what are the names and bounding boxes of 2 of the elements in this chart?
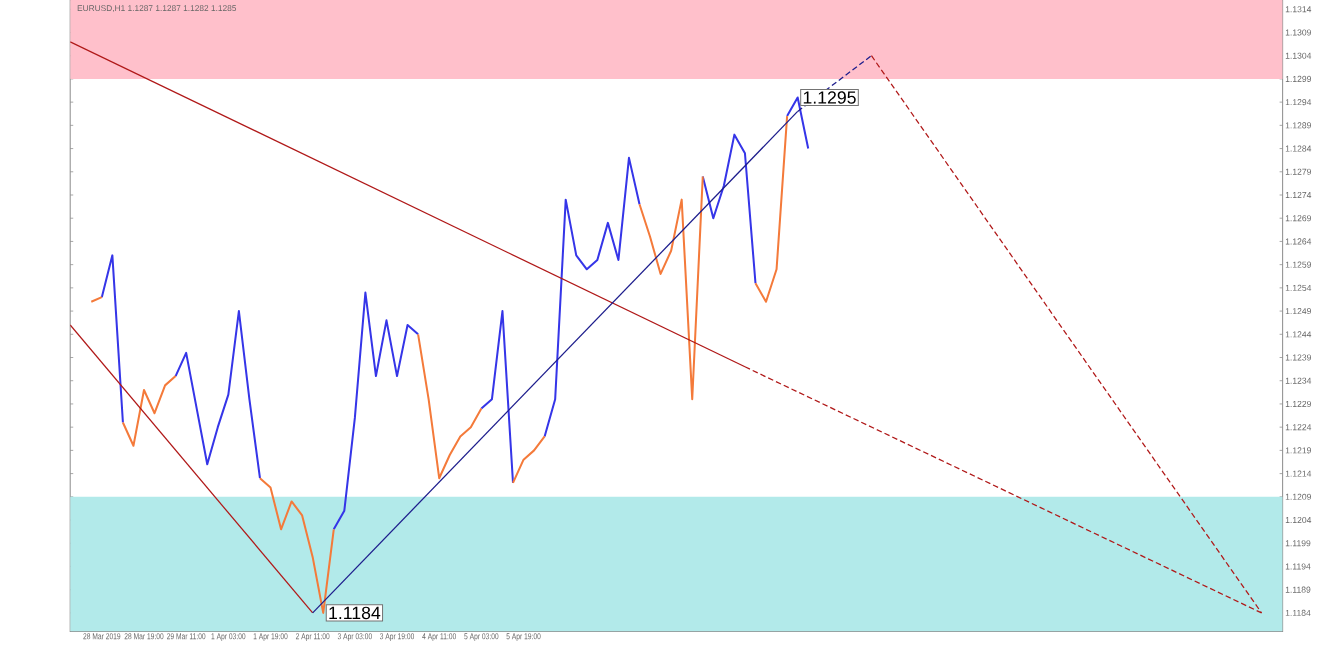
annotation: 1.1184: [329, 606, 381, 620]
annotation: 1.1295: [803, 91, 856, 104]
